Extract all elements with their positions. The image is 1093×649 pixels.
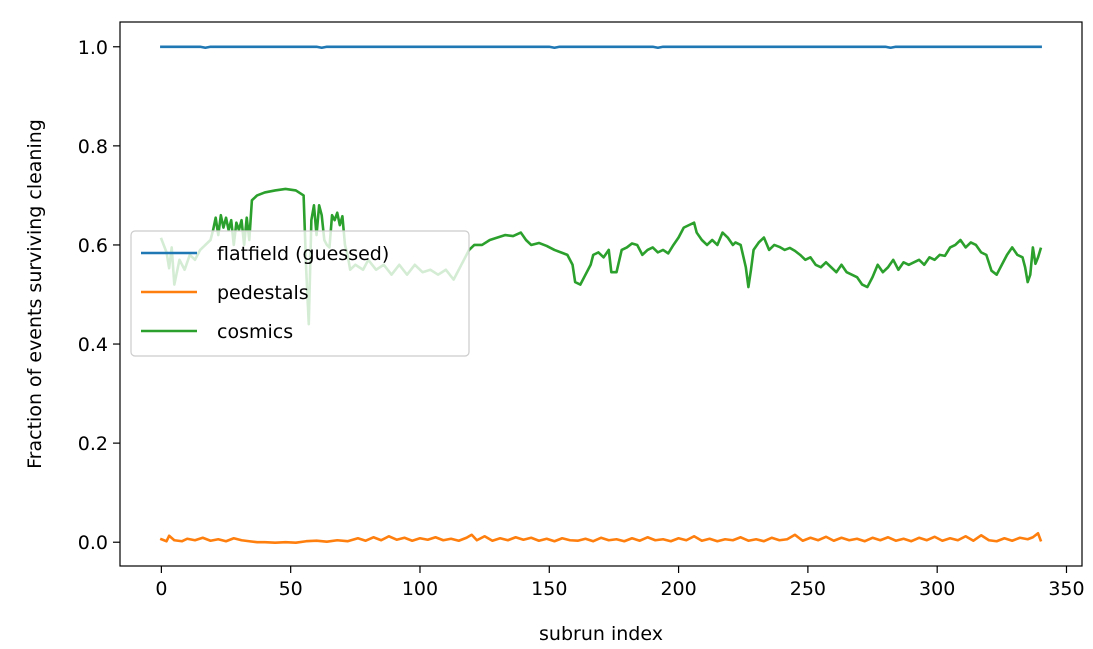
y-tick-label: 0.4 <box>78 334 108 356</box>
legend: flatfield (guessed) pedestals cosmics <box>130 230 470 357</box>
series-layer <box>159 45 1043 545</box>
y-axis: 0.0 0.2 0.4 0.6 0.8 1.0 <box>78 37 120 554</box>
x-tick-label: 250 <box>790 578 826 600</box>
y-tick-label: 0.0 <box>78 532 108 554</box>
x-axis: 0 50 100 150 200 250 300 350 <box>155 566 1085 600</box>
series-line-2 <box>159 187 1043 326</box>
legend-label-0: flatfield (guessed) <box>217 243 389 265</box>
y-tick-label: 1.0 <box>78 37 108 59</box>
y-axis-label: Fraction of events surviving cleaning <box>24 119 46 469</box>
y-tick-label: 0.8 <box>78 136 108 158</box>
x-tick-label: 50 <box>279 578 303 600</box>
x-tick-label: 350 <box>1048 578 1084 600</box>
y-tick-label: 0.6 <box>78 235 108 257</box>
legend-label-2: cosmics <box>217 321 293 343</box>
x-tick-label: 300 <box>919 578 955 600</box>
legend-frame <box>130 230 470 357</box>
series-line-0 <box>160 45 1042 50</box>
x-tick-label: 150 <box>531 578 567 600</box>
x-tick-label: 200 <box>660 578 696 600</box>
y-tick-label: 0.2 <box>78 433 108 455</box>
series-line-1 <box>159 532 1043 545</box>
x-tick-label: 100 <box>402 578 438 600</box>
plot-frame <box>119 21 1083 567</box>
legend-label-1: pedestals <box>217 282 309 304</box>
x-axis-label: subrun index <box>539 623 663 645</box>
x-tick-label: 0 <box>155 578 167 600</box>
